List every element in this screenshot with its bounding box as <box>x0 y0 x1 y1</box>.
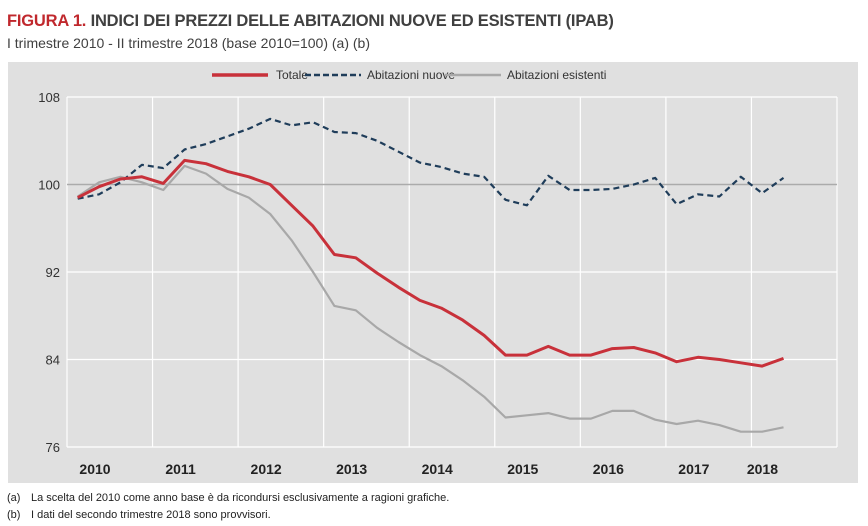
series-line-abitazioni-nuove <box>77 117 785 207</box>
x-tick-label: 2012 <box>251 461 282 477</box>
footnote-a: (a) La scelta del 2010 come anno base è d… <box>7 492 449 504</box>
x-tick-label: 2017 <box>678 461 709 477</box>
y-tick-label: 108 <box>38 90 60 105</box>
x-tick-label: 2013 <box>336 461 367 477</box>
x-tick-label: 2011 <box>165 461 196 477</box>
figure-title-text: INDICI DEI PREZZI DELLE ABITAZIONI NUOVE… <box>86 12 614 30</box>
footnote-text: I dati del secondo trimestre 2018 sono p… <box>31 509 271 521</box>
y-tick-label: 92 <box>46 265 60 280</box>
footnote-text: La scelta del 2010 come anno base è da r… <box>31 492 450 504</box>
x-tick-label: 2010 <box>79 461 110 477</box>
series-line-abitazioni-esistenti <box>77 164 784 433</box>
x-tick-label: 2014 <box>422 461 453 477</box>
footnote-b: (b) I dati del secondo trimestre 2018 son… <box>7 509 271 521</box>
legend-label: Abitazioni esistenti <box>507 68 606 82</box>
figure-subtitle: I trimestre 2010 - II trimestre 2018 (ba… <box>7 35 370 51</box>
x-tick-label: 2016 <box>593 461 624 477</box>
y-tick-label: 84 <box>46 353 60 368</box>
legend-label: Abitazioni nuove <box>367 68 455 82</box>
legend-label: Totale <box>276 68 308 82</box>
footnote-key: (b) <box>7 509 21 521</box>
y-tick-label: 76 <box>46 440 60 455</box>
x-tick-label: 2015 <box>507 461 538 477</box>
series-line-totale <box>77 158 785 368</box>
figure-number: FIGURA 1. <box>7 12 87 30</box>
footnote-key: (a) <box>7 492 21 504</box>
figure-title: FIGURA 1. INDICI DEI PREZZI DELLE ABITAZ… <box>7 12 614 31</box>
y-tick-label: 100 <box>38 178 60 193</box>
x-tick-label: 2018 <box>747 461 778 477</box>
